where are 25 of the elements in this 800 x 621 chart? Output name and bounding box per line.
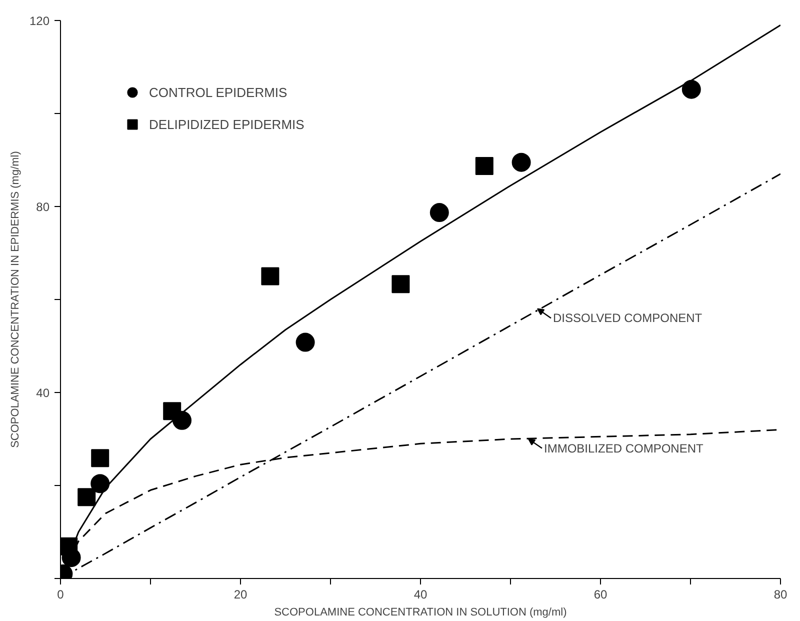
y-tick-label: 40 — [36, 386, 50, 400]
x-tick-label: 20 — [234, 588, 248, 602]
point — [430, 203, 449, 222]
annotation: DISSOLVED COMPONENT — [553, 311, 703, 326]
y-axis-title: SCOPOLAMINE CONCENTRATION IN EPIDERMIS (mg/ml) — [9, 151, 22, 448]
legend-label: DELIPIDIZED EPIDERMIS — [149, 116, 304, 132]
point — [91, 449, 110, 468]
x-tick-label: 60 — [594, 588, 608, 602]
x-tick-label: 80 — [774, 588, 788, 602]
point — [682, 80, 701, 99]
point — [475, 157, 494, 176]
point — [78, 488, 96, 506]
x-tick-label: 0 — [57, 588, 64, 602]
point — [90, 474, 110, 494]
point — [512, 152, 531, 172]
point — [392, 275, 410, 294]
y-tick-label: 120 — [29, 14, 50, 28]
point — [296, 332, 315, 352]
x-tick-label: 40 — [414, 588, 428, 602]
annotation: IMMOBILIZED COMPONENT — [544, 441, 704, 456]
point — [261, 267, 280, 286]
legend-label: CONTROL EPIDERMIS — [149, 84, 288, 100]
y-tick-label: 80 — [36, 200, 50, 214]
point — [163, 402, 182, 420]
x-axis-title: SCOPOLAMINE CONCENTRATION IN SOLUTION (mg/ml) — [274, 606, 567, 618]
